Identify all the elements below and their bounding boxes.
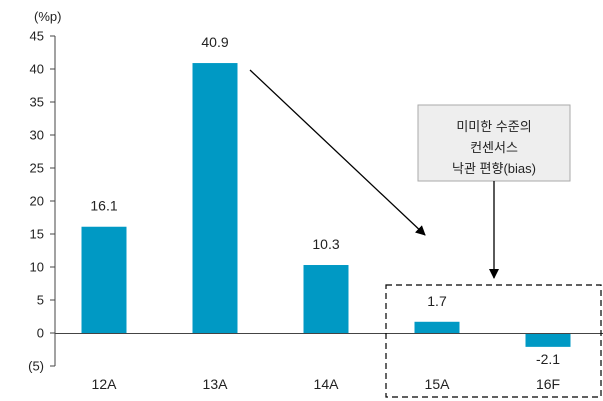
category-label-16F: 16F <box>536 376 560 392</box>
y-axis-unit-label: (%p) <box>34 9 61 24</box>
y-tick-label: 20 <box>30 194 44 209</box>
category-label-15A: 15A <box>425 376 451 392</box>
category-label-14A: 14A <box>314 376 340 392</box>
callout-line-1: 미미한 수준의 <box>456 119 531 134</box>
y-tick-label: 25 <box>30 161 44 176</box>
y-tick-label: 35 <box>30 95 44 110</box>
y-tick-label: 45 <box>30 29 44 44</box>
bar-16F <box>525 333 571 347</box>
bar-13A <box>192 63 238 334</box>
value-label-14A: 10.3 <box>312 236 339 252</box>
y-tick-label: 30 <box>30 128 44 143</box>
y-tick-label: 0 <box>37 326 44 341</box>
bars <box>81 63 571 347</box>
bar-14A <box>303 265 349 333</box>
category-label-13A: 13A <box>203 376 229 392</box>
y-tick-label: 15 <box>30 227 44 242</box>
callout-box: 미미한 수준의 컨센서스 낙관 편향(bias) <box>417 104 571 182</box>
y-tick-label: 40 <box>30 62 44 77</box>
callout-box-background <box>417 104 571 182</box>
callout-line-3: 낙관 편향(bias) <box>452 161 536 176</box>
value-labels: 16.1 40.9 10.3 1.7 -2.1 <box>90 34 560 367</box>
value-label-16F: -2.1 <box>536 351 560 367</box>
value-label-15A: 1.7 <box>427 293 447 309</box>
bar-15A <box>414 321 460 333</box>
y-tick-label: 5 <box>37 293 44 308</box>
y-ticks: 45 40 35 30 25 20 15 10 5 0 (5) <box>28 29 55 374</box>
callout-line-2: 컨센서스 <box>470 140 518 155</box>
value-label-12A: 16.1 <box>90 198 117 214</box>
highlight-dashed-box <box>385 284 602 398</box>
bar-12A <box>81 226 127 333</box>
value-label-13A: 40.9 <box>201 34 228 50</box>
category-label-12A: 12A <box>92 376 118 392</box>
y-tick-label: 10 <box>30 260 44 275</box>
trend-arrow <box>249 69 426 236</box>
y-tick-label: (5) <box>28 359 44 374</box>
category-labels: 12A 13A 14A 15A 16F <box>92 376 561 392</box>
